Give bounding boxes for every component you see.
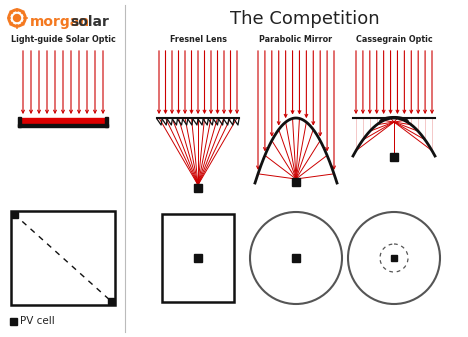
Bar (162, 214, 234, 302)
Circle shape (11, 12, 23, 24)
Text: The Competition: The Competition (230, 10, 380, 28)
Bar (194, 254, 202, 262)
Bar (105, 117, 108, 127)
Bar (12, 212, 18, 218)
Bar (11, 211, 115, 305)
Text: morgan: morgan (30, 15, 90, 29)
Bar (18, 117, 21, 127)
Bar (20, 118, 106, 125)
Circle shape (8, 9, 26, 27)
Text: Cassegrain Optic: Cassegrain Optic (356, 35, 432, 44)
Bar (292, 178, 300, 186)
Text: Parabolic Mirror: Parabolic Mirror (259, 35, 333, 44)
Circle shape (14, 14, 21, 22)
Text: solar: solar (70, 15, 109, 29)
Bar (10, 318, 17, 325)
Bar (391, 255, 397, 261)
Bar (194, 184, 202, 192)
Bar (18, 124, 108, 127)
Bar (108, 298, 114, 304)
Text: PV cell: PV cell (20, 316, 55, 326)
Text: Light-guide Solar Optic: Light-guide Solar Optic (11, 35, 116, 44)
Text: Fresnel Lens: Fresnel Lens (169, 35, 227, 44)
Bar (390, 153, 398, 161)
Bar (292, 254, 300, 262)
